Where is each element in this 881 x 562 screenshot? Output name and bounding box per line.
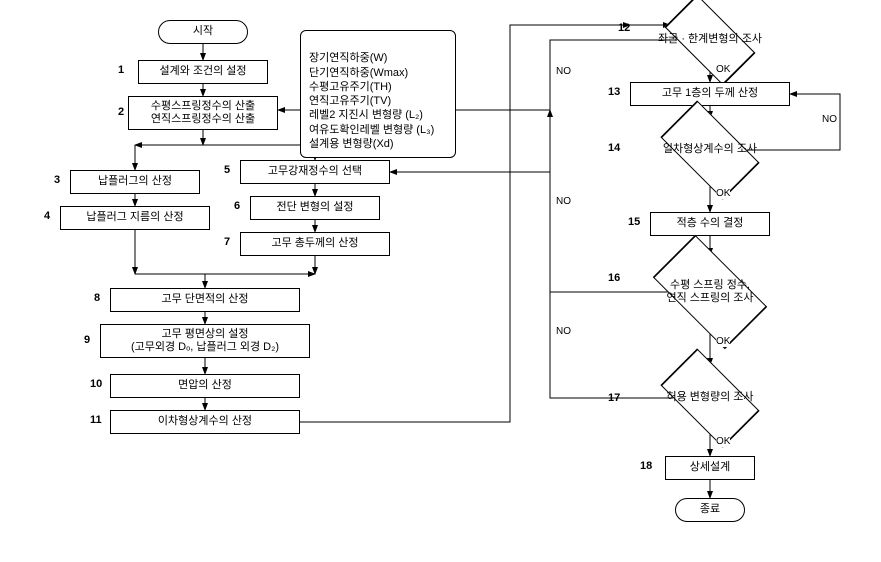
num-1: 1 (118, 64, 124, 76)
node-10: 면압의 산정 (110, 374, 300, 398)
node-14 (660, 100, 759, 199)
n18-label: 상세설계 (690, 461, 730, 474)
num-18: 18 (640, 460, 652, 472)
node-6: 전단 변형의 설정 (250, 196, 380, 220)
node-11: 이차형상계수의 산정 (110, 410, 300, 434)
n11-label: 이차형상계수의 산정 (158, 415, 252, 428)
node-16 (653, 235, 768, 350)
no-12: NO (556, 66, 571, 77)
num-8: 8 (94, 292, 100, 304)
no-14: NO (822, 114, 837, 125)
num-5: 5 (224, 164, 230, 176)
node-1: 설계와 조건의 설정 (138, 60, 268, 84)
flowchart-canvas: 시작 장기연직하중(W) 단기연직하중(Wmax) 수평고유주기(TH) 연직고… (10, 10, 871, 552)
n3-label: 납플러그의 산정 (98, 175, 172, 188)
parameters-note: 장기연직하중(W) 단기연직하중(Wmax) 수평고유주기(TH) 연직고유주기… (300, 30, 456, 158)
node-end: 종료 (675, 498, 745, 522)
node-13: 고무 1층의 두께 산정 (630, 82, 790, 106)
num-14: 14 (608, 142, 620, 154)
num-12: 12 (618, 22, 630, 34)
num-15: 15 (628, 216, 640, 228)
num-6: 6 (234, 200, 240, 212)
node-3: 납플러그의 산정 (70, 170, 200, 194)
n7-label: 고무 총두께의 산정 (271, 237, 358, 250)
n2-label: 수평스프링정수의 산출 연직스프링정수의 산출 (151, 100, 255, 126)
num-2: 2 (118, 106, 124, 118)
node-2: 수평스프링정수의 산출 연직스프링정수의 산출 (128, 96, 278, 130)
n9-label: 고무 평면상의 설정 (고무외경 Dₒ, 납플러그 외경 D₂) (131, 328, 279, 354)
node-15: 적층 수의 결정 (650, 212, 770, 236)
n1-label: 설계와 조건의 설정 (159, 65, 246, 78)
node-7: 고무 총두께의 산정 (240, 232, 390, 256)
num-13: 13 (608, 86, 620, 98)
node-17 (660, 348, 759, 447)
node-8: 고무 단면적의 산정 (110, 288, 300, 312)
ok-14: OK (716, 188, 730, 199)
ok-16: OK (716, 336, 730, 347)
n4-label: 납플러그 지름의 산정 (86, 211, 183, 224)
num-3: 3 (54, 174, 60, 186)
node-5: 고무강재정수의 선택 (240, 160, 390, 184)
n6-label: 전단 변형의 설정 (277, 201, 354, 214)
num-7: 7 (224, 236, 230, 248)
note-text: 장기연직하중(W) 단기연직하중(Wmax) 수평고유주기(TH) 연직고유주기… (309, 52, 434, 150)
num-17: 17 (608, 392, 620, 404)
n5-label: 고무강재정수의 선택 (268, 165, 362, 178)
node-18: 상세설계 (665, 456, 755, 480)
node-12 (664, 0, 755, 86)
node-start: 시작 (158, 20, 248, 44)
no-16: NO (556, 196, 571, 207)
start-label: 시작 (193, 25, 213, 38)
ok-17: OK (716, 436, 730, 447)
n15-label: 적층 수의 결정 (677, 217, 744, 230)
ok-12: OK (716, 64, 730, 75)
no-17: NO (556, 326, 571, 337)
node-9: 고무 평면상의 설정 (고무외경 Dₒ, 납플러그 외경 D₂) (100, 324, 310, 358)
num-10: 10 (90, 378, 102, 390)
num-11: 11 (90, 414, 102, 426)
num-16: 16 (608, 272, 620, 284)
end-label: 종료 (700, 503, 720, 516)
node-4: 납플러그 지름의 산정 (60, 206, 210, 230)
num-9: 9 (84, 334, 90, 346)
n13-label: 고무 1층의 두께 산정 (662, 87, 758, 100)
num-4: 4 (44, 210, 50, 222)
n10-label: 면압의 산정 (178, 379, 232, 392)
n8-label: 고무 단면적의 산정 (161, 293, 248, 306)
